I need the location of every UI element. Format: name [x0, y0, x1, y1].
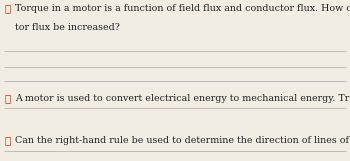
Text: ✓: ✓ [4, 4, 10, 13]
Text: tor flux be increased?: tor flux be increased? [15, 23, 120, 32]
Text: Torque in a motor is a function of field flux and conductor flux. How can conduc: Torque in a motor is a function of field… [15, 4, 350, 13]
Text: A motor is used to convert electrical energy to mechanical energy. True or false: A motor is used to convert electrical en… [15, 94, 350, 103]
Text: ✓: ✓ [4, 136, 10, 145]
Text: ✓: ✓ [4, 94, 10, 103]
Text: Can the right-hand rule be used to determine the direction of lines of force?: Can the right-hand rule be used to deter… [15, 136, 350, 145]
